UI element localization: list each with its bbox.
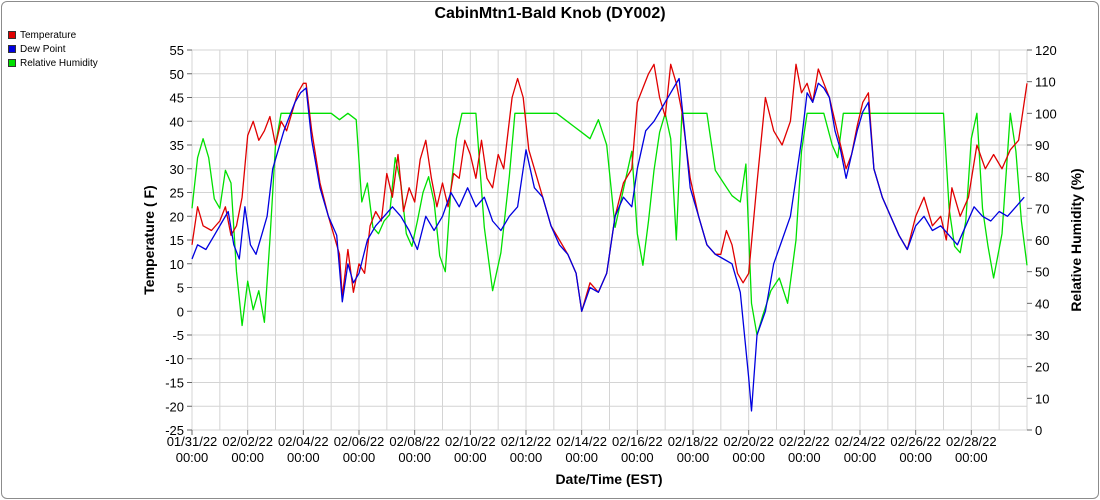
chart-title: CabinMtn1-Bald Knob (DY002): [434, 5, 666, 22]
left-axis-title: Temperature ( F): [141, 185, 157, 294]
left-tick-label: 10: [170, 257, 184, 272]
legend-item-relative-humidity: Relative Humidity: [8, 56, 98, 70]
x-tick-label-time: 00:00: [343, 450, 376, 465]
x-tick-label-date: 02/28/22: [946, 434, 997, 449]
x-tick-label-date: 02/12/22: [501, 434, 552, 449]
right-tick-label: 50: [1035, 265, 1049, 280]
legend-swatch-relative-humidity: [8, 59, 16, 67]
x-tick-label-time: 00:00: [287, 450, 320, 465]
legend-label-temperature: Temperature: [20, 29, 77, 41]
x-tick-label-date: 02/16/22: [612, 434, 663, 449]
left-tick-label: -10: [165, 352, 184, 367]
legend-item-dew-point: Dew Point: [8, 42, 98, 56]
left-tick-label: 55: [170, 43, 184, 58]
x-tick-label-date: 02/22/22: [779, 434, 830, 449]
left-tick-label: -20: [165, 399, 184, 414]
left-tick-label: 35: [170, 138, 184, 153]
x-tick-label-time: 00:00: [788, 450, 821, 465]
legend-label-dew-point: Dew Point: [20, 43, 66, 55]
right-tick-label: 90: [1035, 138, 1049, 153]
x-tick-label-time: 00:00: [732, 450, 765, 465]
legend-swatch-temperature: [8, 31, 16, 39]
right-axis-ticks: 0 10 20 30 40 50 60 70 80 90 100 110 120: [1027, 43, 1057, 438]
legend: Temperature Dew Point Relative Humidity: [8, 28, 98, 70]
left-tick-label: 30: [170, 162, 184, 177]
left-tick-label: -15: [165, 376, 184, 391]
left-tick-label: 5: [177, 281, 184, 296]
x-tick-label-date: 02/10/22: [445, 434, 496, 449]
legend-label-relative-humidity: Relative Humidity: [20, 57, 98, 69]
x-tick-label-date: 02/08/22: [389, 434, 440, 449]
x-axis-title: Date/Time (EST): [555, 471, 662, 487]
right-tick-label: 20: [1035, 360, 1049, 375]
x-tick-label-date: 02/02/22: [222, 434, 273, 449]
left-tick-label: 25: [170, 186, 184, 201]
x-tick-label-time: 00:00: [231, 450, 264, 465]
x-tick-label-time: 00:00: [398, 450, 431, 465]
right-tick-label: 70: [1035, 201, 1049, 216]
left-tick-label: 45: [170, 91, 184, 106]
left-tick-label: 15: [170, 233, 184, 248]
x-tick-label-time: 00:00: [899, 450, 932, 465]
left-tick-label: 20: [170, 209, 184, 224]
x-tick-label-time: 00:00: [621, 450, 654, 465]
right-tick-label: 40: [1035, 296, 1049, 311]
right-tick-label: 10: [1035, 391, 1049, 406]
x-tick-label-time: 00:00: [844, 450, 877, 465]
legend-item-temperature: Temperature: [8, 28, 98, 42]
x-tick-label-time: 00:00: [454, 450, 487, 465]
x-tick-label-date: 02/20/22: [723, 434, 774, 449]
x-tick-label-date: 02/26/22: [890, 434, 941, 449]
right-axis-title: Relative Humidity (%): [1068, 168, 1084, 311]
series-line-dew-point: [191, 77, 1025, 412]
x-tick-label-date: 02/14/22: [556, 434, 607, 449]
left-tick-label: 0: [177, 304, 184, 319]
right-tick-label: 100: [1035, 106, 1057, 121]
x-tick-label-date: 02/06/22: [334, 434, 385, 449]
x-tick-label-date: 02/04/22: [278, 434, 329, 449]
x-tick-label-time: 00:00: [677, 450, 710, 465]
left-axis-ticks: -25 -20 -15 -10 -5 0 5 10 15 20 25 30 35 40 45 50 55: [165, 43, 192, 438]
x-tick-label-time: 00:00: [565, 450, 598, 465]
right-tick-label: 110: [1035, 75, 1056, 90]
series-line-relative-humidity: [191, 112, 1028, 336]
x-tick-label-date: 02/24/22: [835, 434, 886, 449]
left-tick-label: 50: [170, 67, 184, 82]
right-tick-label: 30: [1035, 328, 1049, 343]
right-tick-label: 120: [1035, 43, 1057, 58]
x-axis-ticks: 01/31/2200:0002/02/2200:0002/04/2200:000…: [167, 430, 997, 465]
legend-swatch-dew-point: [8, 45, 16, 53]
left-tick-label: 40: [170, 114, 184, 129]
right-tick-label: 60: [1035, 233, 1049, 248]
x-tick-label-time: 00:00: [955, 450, 988, 465]
x-tick-label-time: 00:00: [510, 450, 543, 465]
x-tick-label-time: 00:00: [176, 450, 209, 465]
left-tick-label: -5: [172, 328, 184, 343]
x-tick-label-date: 02/18/22: [668, 434, 719, 449]
left-tick-label: -25: [165, 423, 184, 438]
right-tick-label: 0: [1035, 423, 1042, 438]
x-tick-label-date: 01/31/22: [167, 434, 218, 449]
series-lines: [191, 63, 1028, 412]
right-tick-label: 80: [1035, 170, 1049, 185]
